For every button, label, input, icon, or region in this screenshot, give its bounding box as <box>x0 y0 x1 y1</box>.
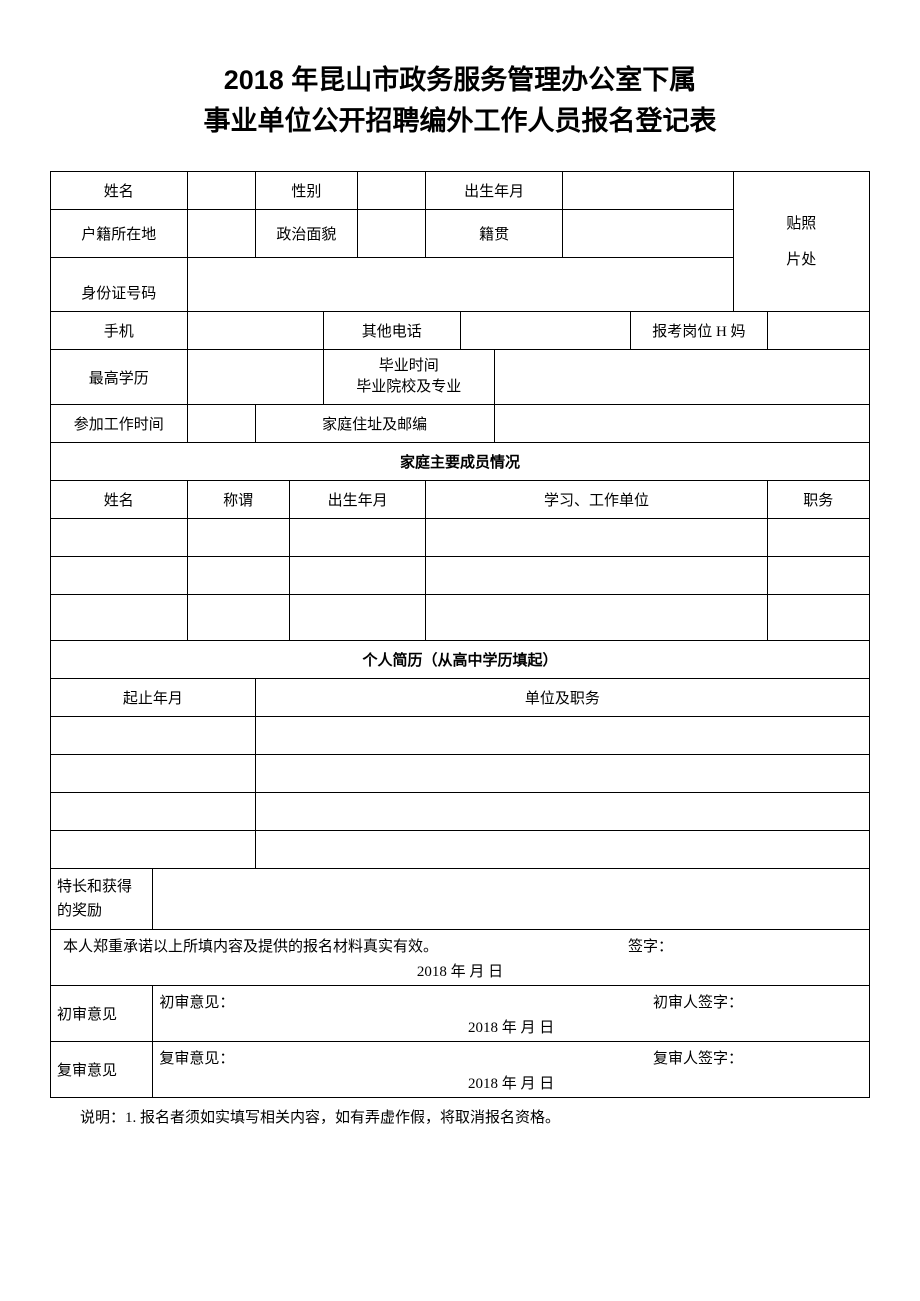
label-second-review: 复审意见 <box>51 1042 153 1098</box>
label-birth: 出生年月 <box>426 172 563 210</box>
first-review-date: 2018 年 月 日 <box>159 1012 863 1037</box>
fam-row <box>289 557 426 595</box>
fam-row <box>767 557 869 595</box>
res-row <box>51 831 256 869</box>
first-review-sign: 初审人签字： <box>653 991 743 1012</box>
fam-row <box>289 519 426 557</box>
label-first-review: 初审意见 <box>51 986 153 1042</box>
fam-row <box>767 595 869 641</box>
label-gradinfo: 毕业时间 毕业院校及专业 <box>324 350 495 405</box>
label-mobile: 手机 <box>51 312 188 350</box>
second-review-cell: 复审意见： 复审人签字： 2018 年 月 日 <box>153 1042 870 1098</box>
fam-row <box>187 557 289 595</box>
field-otherphone <box>460 312 631 350</box>
fam-row <box>51 595 188 641</box>
label-specialty: 特长和获得 的奖励 <box>51 869 153 930</box>
res-row <box>255 717 869 755</box>
res-col-unit: 单位及职务 <box>255 679 869 717</box>
res-col-period: 起止年月 <box>51 679 256 717</box>
field-workdate <box>187 405 255 443</box>
field-hukou <box>187 210 255 258</box>
field-position <box>767 312 869 350</box>
photo-text1: 贴照 <box>738 206 866 242</box>
field-idnum <box>187 258 733 312</box>
specialty-text2: 的奖励 <box>57 899 148 923</box>
footnote: 说明：1. 报名者须如实填写相关内容，如有弄虚作假，将取消报名资格。 <box>50 1106 870 1127</box>
first-review-cell: 初审意见： 初审人签字： 2018 年 月 日 <box>153 986 870 1042</box>
label-gender: 性别 <box>255 172 357 210</box>
label-gradtime: 毕业时间 <box>328 356 490 377</box>
field-mobile <box>187 312 324 350</box>
field-name <box>187 172 255 210</box>
fam-row <box>767 519 869 557</box>
label-idnum: 身份证号码 <box>51 258 188 312</box>
field-specialty <box>153 869 870 930</box>
label-gradschool: 毕业院校及专业 <box>328 377 490 398</box>
field-birth <box>562 172 733 210</box>
document-title: 2018 年昆山市政务服务管理办公室下属 事业单位公开招聘编外工作人员报名登记表 <box>50 60 870 141</box>
label-workdate: 参加工作时间 <box>51 405 188 443</box>
res-row <box>51 793 256 831</box>
photo-text2: 片处 <box>738 242 866 278</box>
fam-row <box>51 557 188 595</box>
label-position: 报考岗位 H 妈 <box>631 312 768 350</box>
photo-area: 贴照 片处 <box>733 172 870 312</box>
res-row <box>255 793 869 831</box>
field-gradinfo <box>494 350 869 405</box>
family-header: 家庭主要成员情况 <box>51 443 870 481</box>
fam-row <box>426 519 767 557</box>
fam-col-position: 职务 <box>767 481 869 519</box>
fam-row <box>426 557 767 595</box>
fam-col-name: 姓名 <box>51 481 188 519</box>
specialty-text1: 特长和获得 <box>57 875 148 899</box>
field-politics <box>358 210 426 258</box>
label-politics: 政治面貌 <box>255 210 357 258</box>
res-row <box>51 717 256 755</box>
label-hukou: 户籍所在地 <box>51 210 188 258</box>
second-review-date: 2018 年 月 日 <box>159 1068 863 1093</box>
title-line1: 2018 年昆山市政务服务管理办公室下属 <box>50 60 870 101</box>
fam-col-relation: 称谓 <box>187 481 289 519</box>
first-review-opinion: 初审意见： <box>159 991 234 1012</box>
res-row <box>51 755 256 793</box>
label-otherphone: 其他电话 <box>324 312 461 350</box>
title-line2: 事业单位公开招聘编外工作人员报名登记表 <box>50 101 870 142</box>
fam-col-birth: 出生年月 <box>289 481 426 519</box>
fam-row <box>187 595 289 641</box>
field-native <box>562 210 733 258</box>
fam-row <box>51 519 188 557</box>
registration-form: 姓名 性别 出生年月 贴照 片处 户籍所在地 政治面貌 籍贯 身份证号码 手机 … <box>50 171 870 1098</box>
fam-row <box>426 595 767 641</box>
res-row <box>255 831 869 869</box>
label-homeaddr: 家庭住址及邮编 <box>255 405 494 443</box>
second-review-sign: 复审人签字： <box>653 1047 743 1068</box>
fam-col-workunit: 学习、工作单位 <box>426 481 767 519</box>
field-homeaddr <box>494 405 869 443</box>
declaration-date: 2018 年 月 日 <box>57 956 863 981</box>
label-name: 姓名 <box>51 172 188 210</box>
label-education: 最高学历 <box>51 350 188 405</box>
fam-row <box>289 595 426 641</box>
signature-label: 签字： <box>628 935 673 956</box>
field-gender <box>358 172 426 210</box>
label-native: 籍贯 <box>426 210 563 258</box>
resume-header: 个人简历（从高中学历填起） <box>51 641 870 679</box>
res-row <box>255 755 869 793</box>
field-education <box>187 350 324 405</box>
fam-row <box>187 519 289 557</box>
second-review-opinion: 复审意见： <box>159 1047 234 1068</box>
declaration-cell: 本人郑重承诺以上所填内容及提供的报名材料真实有效。 签字： 2018 年 月 日 <box>51 930 870 986</box>
declaration-text: 本人郑重承诺以上所填内容及提供的报名材料真实有效。 <box>63 935 438 956</box>
